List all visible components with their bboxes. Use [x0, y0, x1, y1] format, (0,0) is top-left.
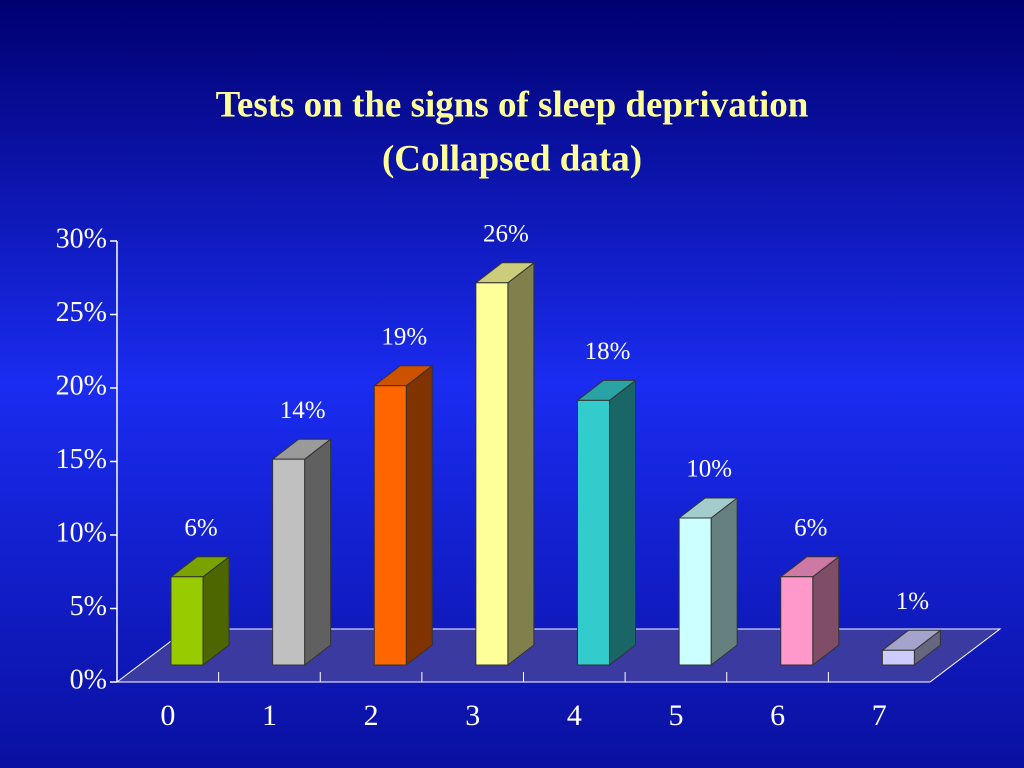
bar [373, 385, 407, 666]
chart-subtitle: (Collapsed data) [382, 138, 642, 179]
value-label: 14% [280, 397, 326, 424]
bar [881, 649, 915, 666]
value-label: 18% [585, 338, 631, 365]
y-tick-label: 10% [56, 517, 107, 548]
value-label: 6% [184, 515, 217, 542]
x-tick-label: 4 [567, 699, 582, 732]
bar [170, 576, 204, 666]
bar-side [710, 496, 738, 667]
x-tick-label: 1 [262, 699, 277, 732]
floor [115, 628, 1002, 683]
bar [475, 282, 509, 666]
value-label: 1% [896, 588, 929, 615]
chart-title: Tests on the signs of sleep deprivation [216, 84, 809, 125]
x-tick-label: 0 [160, 699, 175, 732]
value-label: 26% [483, 221, 529, 248]
x-tick-label: 3 [465, 699, 480, 732]
value-label: 19% [381, 323, 427, 350]
x-tick-label: 7 [872, 699, 887, 732]
bar [577, 399, 610, 666]
y-tick-label: 15% [56, 444, 107, 475]
x-tick-label: 5 [668, 699, 683, 732]
x-tick-label: 6 [770, 699, 785, 732]
bar [272, 458, 306, 666]
bar [678, 517, 712, 666]
bar-side [304, 438, 332, 667]
y-tick-label: 0% [70, 664, 107, 695]
bar-side [507, 261, 535, 667]
bar-side [609, 379, 636, 667]
value-label: 10% [686, 456, 732, 483]
bar-side [405, 364, 433, 667]
value-label: 6% [794, 515, 827, 542]
bar [780, 576, 814, 666]
y-tick-label: 25% [56, 297, 107, 328]
y-tick-label: 20% [56, 370, 107, 401]
x-tick-label: 2 [364, 699, 379, 732]
y-tick-label: 5% [70, 591, 107, 622]
y-tick-label: 30% [56, 223, 107, 254]
